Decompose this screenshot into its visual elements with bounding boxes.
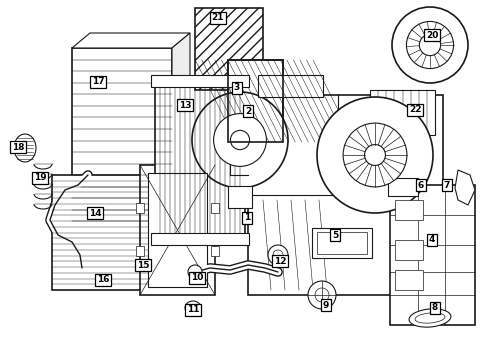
Bar — [311, 228, 371, 258]
Text: 7: 7 — [443, 180, 449, 189]
Circle shape — [391, 7, 467, 83]
Text: 2: 2 — [244, 107, 251, 116]
Text: 20: 20 — [425, 31, 437, 40]
Ellipse shape — [414, 313, 444, 323]
Text: 12: 12 — [273, 256, 285, 266]
Text: 6: 6 — [417, 180, 423, 189]
Bar — [136, 246, 143, 256]
Bar — [72, 48, 172, 233]
Bar — [394, 200, 422, 220]
Text: 3: 3 — [233, 84, 240, 93]
Circle shape — [406, 22, 453, 68]
Bar — [140, 165, 215, 295]
Ellipse shape — [14, 134, 36, 162]
Circle shape — [364, 145, 385, 166]
Circle shape — [267, 245, 287, 265]
Text: 18: 18 — [12, 143, 24, 152]
Text: 5: 5 — [331, 230, 337, 239]
Circle shape — [419, 34, 440, 56]
Text: 11: 11 — [186, 306, 199, 315]
Text: 9: 9 — [322, 301, 328, 310]
Text: 10: 10 — [190, 274, 203, 283]
Bar — [151, 75, 248, 87]
Circle shape — [230, 130, 249, 150]
Bar — [369, 90, 434, 135]
Circle shape — [316, 97, 432, 213]
Text: 17: 17 — [92, 77, 104, 86]
Text: 14: 14 — [88, 208, 101, 217]
Bar — [247, 95, 442, 295]
Bar — [389, 185, 474, 325]
Text: 13: 13 — [179, 100, 191, 109]
Bar — [316, 232, 366, 254]
Bar — [148, 173, 206, 287]
Bar — [387, 178, 417, 196]
Bar — [227, 60, 283, 142]
Bar — [52, 175, 172, 290]
Text: 16: 16 — [97, 275, 109, 284]
Circle shape — [307, 281, 335, 309]
Text: 8: 8 — [431, 303, 437, 312]
Circle shape — [343, 123, 406, 187]
Text: 19: 19 — [34, 174, 46, 183]
Text: 21: 21 — [211, 13, 224, 22]
Polygon shape — [72, 33, 190, 48]
Circle shape — [213, 114, 266, 166]
Bar — [258, 75, 323, 97]
Ellipse shape — [408, 309, 450, 327]
Ellipse shape — [184, 301, 201, 315]
Polygon shape — [172, 33, 190, 233]
Text: 15: 15 — [137, 261, 149, 270]
Bar — [210, 246, 219, 256]
Text: 1: 1 — [244, 213, 250, 222]
Bar — [151, 233, 248, 245]
Bar — [227, 186, 251, 208]
Bar — [210, 203, 219, 213]
Text: 22: 22 — [408, 105, 420, 114]
Bar — [394, 240, 422, 260]
Circle shape — [187, 265, 202, 279]
Circle shape — [192, 92, 287, 188]
Ellipse shape — [189, 305, 197, 311]
Text: 4: 4 — [428, 235, 434, 244]
Bar — [195, 8, 263, 90]
Polygon shape — [454, 170, 474, 205]
Bar — [394, 270, 422, 290]
Bar — [136, 203, 143, 213]
Bar — [155, 80, 244, 240]
Circle shape — [314, 288, 328, 302]
Circle shape — [272, 250, 283, 260]
Bar — [227, 60, 283, 142]
